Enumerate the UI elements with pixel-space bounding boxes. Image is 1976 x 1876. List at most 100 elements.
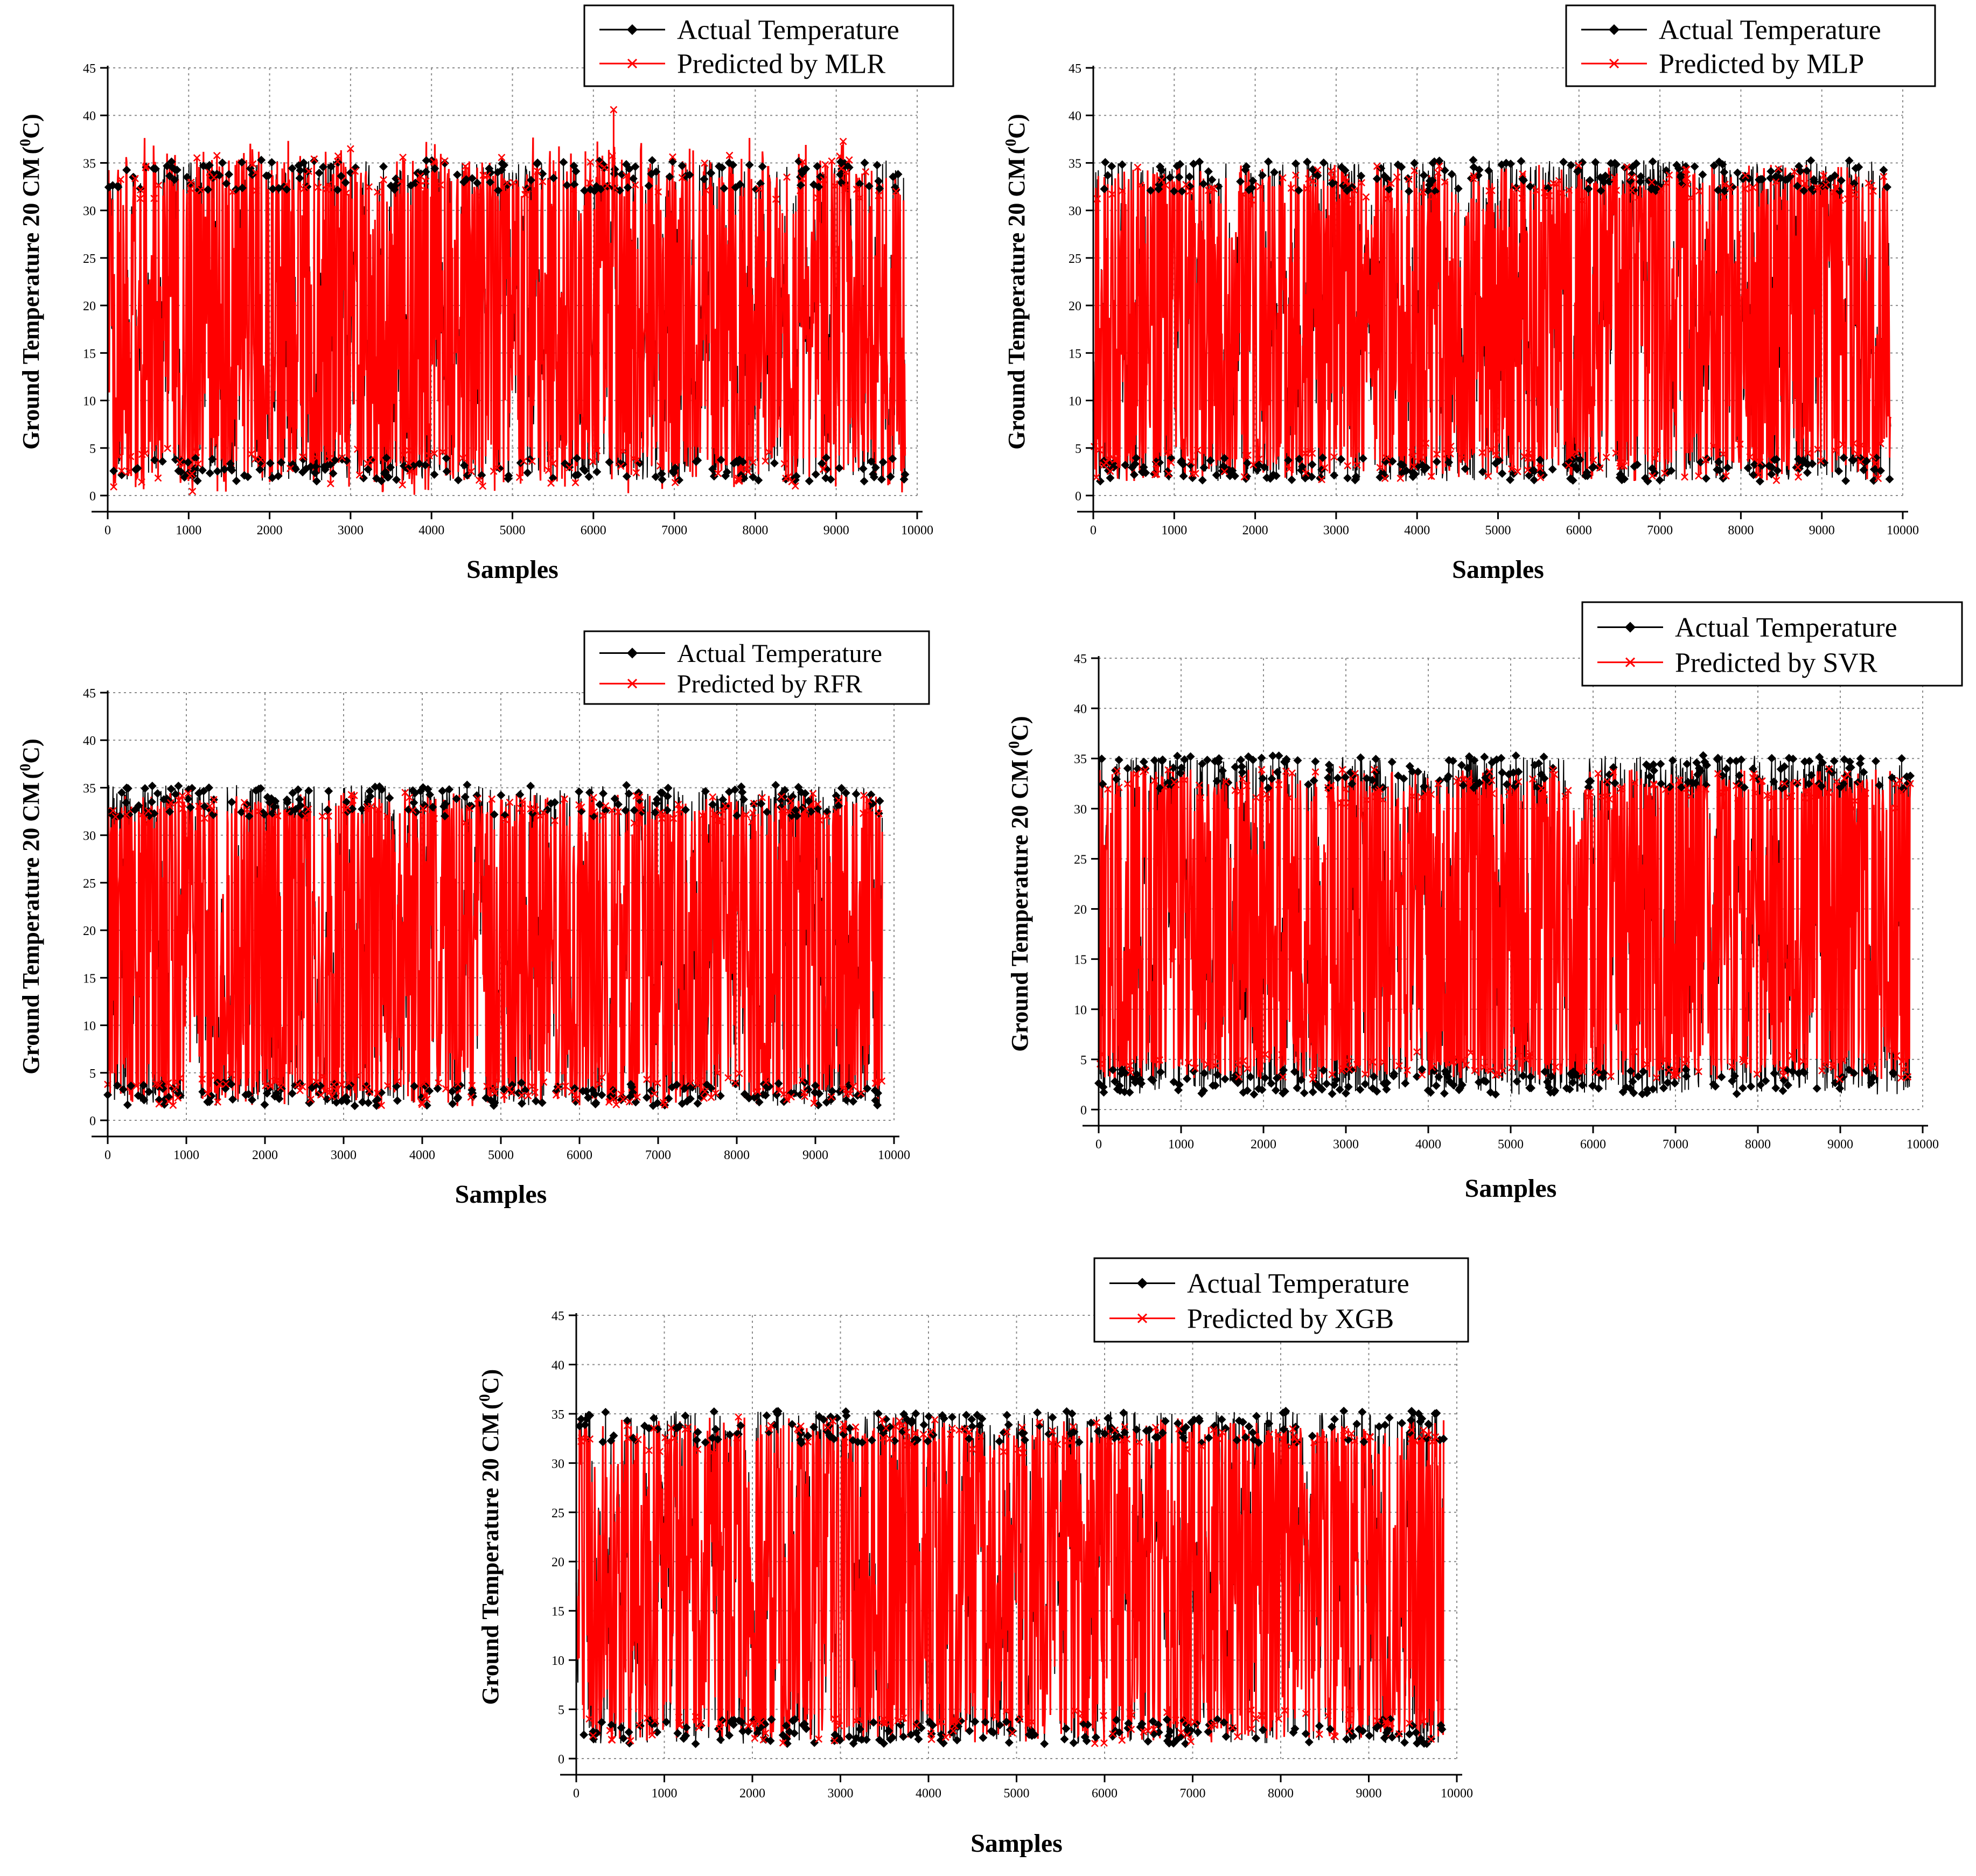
x-axis-title: Samples xyxy=(1452,555,1544,584)
x-tick-label: 2000 xyxy=(1251,1138,1276,1152)
predicted-marker xyxy=(1681,473,1688,481)
predicted-marker xyxy=(467,468,475,476)
predicted-marker xyxy=(849,1083,857,1090)
predicted-marker xyxy=(898,1421,906,1429)
actual-marker xyxy=(1398,461,1407,470)
predicted-marker xyxy=(344,804,352,811)
predicted-markers xyxy=(104,789,886,1110)
actual-marker xyxy=(681,805,690,814)
predicted-marker xyxy=(404,459,413,468)
predicted-marker xyxy=(1311,768,1319,776)
actual-marker xyxy=(653,1727,662,1736)
actual-marker xyxy=(773,1407,783,1416)
actual-marker xyxy=(738,457,748,466)
actual-marker xyxy=(1100,1429,1109,1438)
actual-marker xyxy=(141,784,150,793)
predicted-marker xyxy=(312,1078,320,1086)
x-tick-label: 9000 xyxy=(802,1148,828,1162)
y-tick-label: 35 xyxy=(1074,752,1087,766)
actual-marker xyxy=(1876,466,1885,475)
predicted-marker xyxy=(1541,189,1548,197)
predicted-marker xyxy=(1628,186,1636,194)
x-tick-label: 6000 xyxy=(1580,1138,1606,1152)
actual-marker xyxy=(686,1094,695,1103)
actual-marker xyxy=(1316,473,1325,482)
predicted-marker xyxy=(882,1424,890,1432)
predicted-marker xyxy=(676,1721,685,1728)
actual-marker xyxy=(1347,1065,1356,1075)
predicted-marker xyxy=(586,1435,594,1443)
actual-marker xyxy=(1261,1073,1270,1083)
actual-marker xyxy=(1769,777,1778,786)
actual-marker xyxy=(1145,1425,1154,1434)
predicted-marker xyxy=(125,468,132,476)
actual-marker xyxy=(707,169,716,178)
actual-marker xyxy=(1251,1733,1260,1742)
actual-marker xyxy=(1871,757,1880,766)
predicted-marker xyxy=(318,812,326,820)
actual-marker xyxy=(919,1420,928,1429)
predicted-marker xyxy=(1249,461,1258,469)
predicted-spike-marker xyxy=(610,106,618,114)
actual-marker xyxy=(1810,177,1819,186)
actual-marker xyxy=(1696,766,1705,776)
actual-marker xyxy=(1294,186,1303,195)
actual-marker xyxy=(1374,1422,1384,1431)
actual-marker xyxy=(1410,158,1419,168)
predicted-marker xyxy=(1187,1738,1195,1746)
actual-marker xyxy=(1551,1086,1560,1096)
actual-marker xyxy=(1444,458,1454,467)
x-tick-label: 4000 xyxy=(916,1787,941,1801)
actual-marker xyxy=(736,1421,745,1430)
predicted-marker xyxy=(1106,468,1114,475)
actual-marker xyxy=(1548,764,1558,773)
actual-marker xyxy=(1358,1726,1367,1735)
actual-marker xyxy=(1195,157,1204,166)
predicted-marker xyxy=(565,464,574,472)
actual-marker xyxy=(440,812,449,821)
predicted-marker xyxy=(678,174,686,182)
actual-marker xyxy=(652,795,661,804)
actual-marker xyxy=(304,786,313,796)
y-tick-label: 40 xyxy=(83,109,96,123)
predicted-marker xyxy=(814,194,822,202)
predicted-mlp-line xyxy=(1092,165,1892,482)
predicted-marker xyxy=(1036,1418,1044,1426)
actual-marker xyxy=(1484,166,1493,175)
actual-marker xyxy=(597,1718,606,1727)
predicted-marker xyxy=(1665,1066,1673,1074)
predicted-marker xyxy=(1418,1435,1426,1442)
actual-marker xyxy=(326,162,336,171)
predicted-marker xyxy=(1485,768,1493,776)
x-tick-label: 5000 xyxy=(488,1148,514,1162)
predicted-marker xyxy=(1353,461,1361,469)
actual-marker xyxy=(248,170,257,179)
predicted-marker xyxy=(283,180,291,189)
actual-marker xyxy=(373,1095,382,1104)
actual-marker xyxy=(835,464,844,473)
y-axis-title-sup: 0 xyxy=(1003,139,1020,147)
predicted-marker xyxy=(1518,194,1526,202)
actual-marker xyxy=(585,788,594,797)
actual-marker xyxy=(672,1080,681,1089)
predicted-marker xyxy=(1695,472,1702,480)
predicted-marker xyxy=(1565,186,1573,194)
actual-marker xyxy=(1693,770,1702,779)
actual-marker xyxy=(882,1414,891,1424)
predicted-marker xyxy=(1552,1063,1560,1071)
predicted-marker xyxy=(1302,469,1310,477)
actual-marker xyxy=(853,1438,862,1447)
predicted-marker xyxy=(1156,1056,1163,1064)
predicted-marker xyxy=(857,1090,865,1097)
predicted-marker xyxy=(1651,455,1659,462)
legend-predicted-label: Predicted by SVR xyxy=(1675,647,1877,678)
actual-marker xyxy=(1682,759,1692,769)
predicted-marker xyxy=(342,189,350,197)
actual-marker xyxy=(153,789,162,798)
x-tick-label: 7000 xyxy=(1647,524,1673,538)
actual-marker xyxy=(1130,459,1140,469)
actual-marker xyxy=(448,1087,457,1096)
actual-marker xyxy=(1115,1728,1124,1737)
predicted-marker xyxy=(1734,794,1742,802)
actual-marker xyxy=(893,170,903,179)
